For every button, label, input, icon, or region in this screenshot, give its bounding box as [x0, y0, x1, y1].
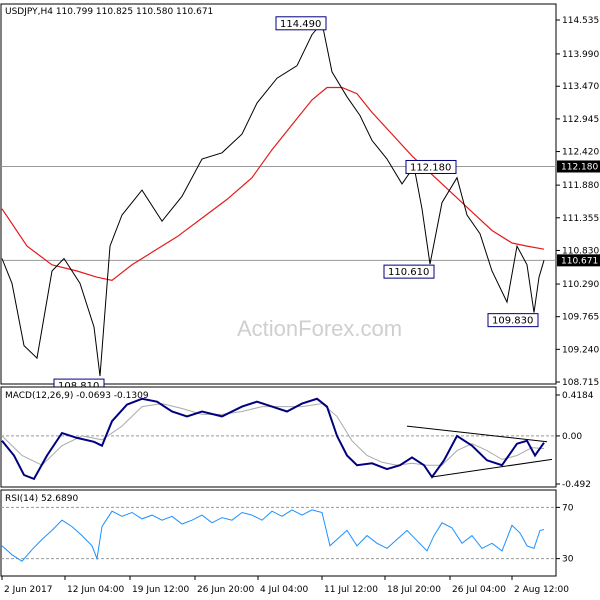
x-tick-label: 2 Jun 2017 — [4, 585, 52, 595]
reference-line-tag — [557, 254, 600, 267]
macd-y-axis: 0.4184 0.00 -0.492 — [556, 391, 594, 490]
price-callout-label: 114.490 — [280, 19, 321, 30]
macd-panel-frame — [0, 386, 557, 488]
price-panel-frame — [0, 3, 557, 385]
price-y-tick-label: 108.715 — [562, 378, 599, 388]
x-tick-label: 26 Jul 04:00 — [452, 585, 506, 595]
x-tick-label: 19 Jun 12:00 — [132, 585, 189, 595]
macd-y-tick-label: 0.00 — [562, 432, 582, 442]
rsi-line — [1, 509, 545, 562]
price-y-tick-label: 110.290 — [562, 280, 599, 290]
reference-lines: 112.180 110.671 — [1, 160, 600, 267]
macd-trend-line — [431, 458, 553, 478]
price-y-tick-label: 109.765 — [562, 313, 599, 323]
price-y-axis: 114.535 113.990 113.470 112.945 112.420 111.8… — [556, 16, 599, 388]
price-callout-box — [275, 16, 327, 31]
rsi-panel-frame — [0, 489, 557, 577]
price-callout-box — [383, 264, 435, 279]
price-y-tick-label: 112.420 — [562, 148, 599, 158]
macd-panel: MACD(12,26,9) -0.0693 -0.1309 0.4184 0.00… — [0, 386, 594, 490]
price-callout-box — [405, 159, 457, 174]
watermark: ActionForex.com — [237, 316, 402, 341]
macd-trend-line — [406, 425, 548, 443]
x-tick-label: 2 Aug 12:00 — [514, 585, 569, 595]
price-y-tick-label: 113.990 — [562, 50, 599, 60]
reference-line-label: 112.180 — [561, 162, 598, 172]
rsi-header: RSI(14) 52.6890 — [5, 494, 78, 504]
x-tick-label: 18 Jul 20:00 — [387, 585, 441, 595]
price-y-tick-label: 111.355 — [562, 214, 599, 224]
rsi-y-tick-label: 70 — [562, 503, 574, 513]
macd-header: MACD(12,26,9) -0.0693 -0.1309 — [5, 391, 149, 401]
x-axis: 2 Jun 2017 12 Jun 04:00 19 Jun 12:00 26 Jun… — [1, 576, 569, 595]
price-y-tick-label: 110.830 — [562, 246, 599, 256]
price-y-tick-label: 113.470 — [562, 82, 599, 92]
x-tick-label: 4 Jul 04:00 — [260, 585, 309, 595]
macd-y-tick-label: 0.4184 — [562, 391, 594, 401]
price-y-tick-label: 114.535 — [562, 16, 599, 26]
price-callout-label: 112.180 — [410, 162, 451, 173]
price-callout-label: 110.610 — [388, 267, 429, 278]
price-callout-label: 109.830 — [492, 316, 533, 327]
reference-line-tag — [557, 160, 600, 173]
rsi-panel: RSI(14) 52.6890 70 30 — [0, 489, 574, 577]
price-panel: USDJPY,H4 110.799 110.825 110.580 110.67… — [0, 3, 600, 393]
macd-y-tick-label: -0.492 — [562, 480, 591, 490]
rsi-level-lines: 70 30 — [1, 503, 574, 565]
x-tick-label: 12 Jun 04:00 — [67, 585, 124, 595]
price-callout-box — [487, 313, 539, 328]
price-y-tick-label: 112.945 — [562, 115, 599, 125]
rsi-y-tick-label: 30 — [562, 555, 574, 565]
macd-trend-lines — [406, 425, 553, 478]
price-y-tick-label: 111.880 — [562, 181, 599, 191]
price-y-tick-label: 109.240 — [562, 345, 599, 355]
x-tick-label: 26 Jun 20:00 — [197, 585, 254, 595]
x-tick-label: 11 Jul 12:00 — [324, 585, 378, 595]
macd-line — [1, 397, 545, 481]
moving-average-line — [1, 86, 545, 281]
price-header: USDJPY,H4 110.799 110.825 110.580 110.67… — [5, 7, 213, 17]
reference-line-label: 110.671 — [561, 256, 598, 266]
